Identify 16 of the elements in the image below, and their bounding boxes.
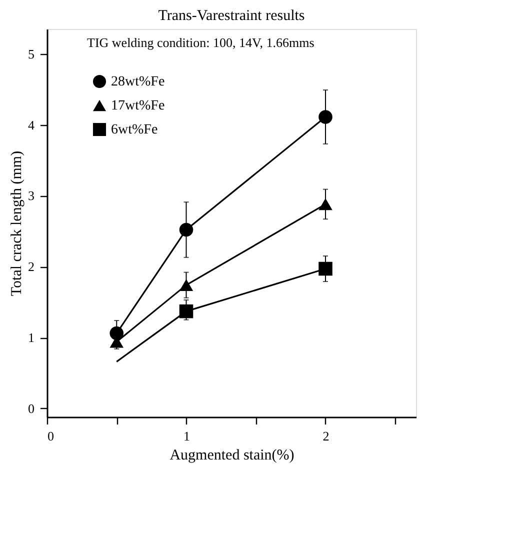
x-tick-label: 1 [183,428,190,444]
y-axis-title: Total crack length (mm) [9,150,25,296]
y-tick-label: 0 [28,400,34,416]
legend-label: 28wt%Fe [111,74,165,90]
legend-label: 17wt%Fe [111,98,165,114]
chart-title: Trans-Varestraint results [158,8,305,24]
y-tick-label: 3 [28,188,34,204]
y-tick-label: 1 [28,330,34,346]
y-tick-label: 2 [28,259,34,274]
x-tick-label: 2 [322,428,330,444]
y-tick-label: 5 [28,46,34,62]
annotation: TIG welding condition: 100, 14V, 1.66mms [87,35,314,50]
x-axis-title: Augmented stain(%) [170,448,294,464]
x-tick-label: 0 [48,428,54,444]
y-tick-label: 4 [28,117,35,132]
legend-label: 6wt%Fe [111,122,158,138]
